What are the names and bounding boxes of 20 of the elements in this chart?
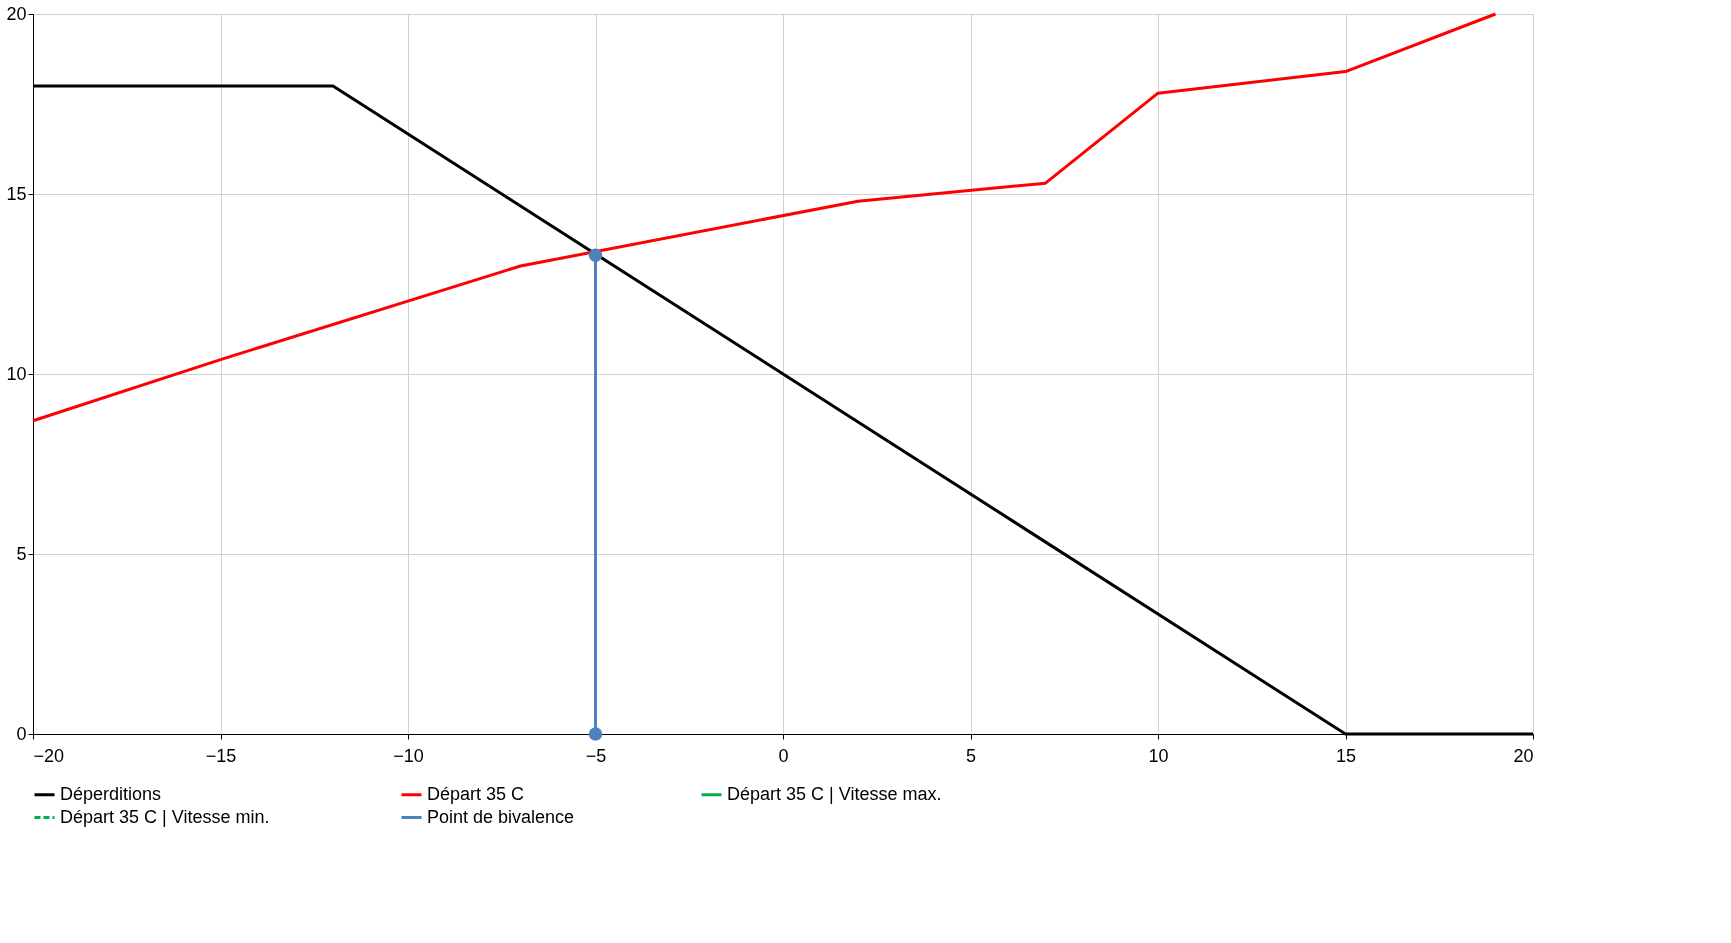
y-tick-label: 10 bbox=[6, 363, 27, 384]
legend-label: Départ 35 C | Vitesse min. bbox=[60, 806, 270, 827]
x-tick-label: −5 bbox=[585, 745, 607, 766]
legend-label: Point de bivalence bbox=[427, 806, 575, 827]
y-tick-label: 5 bbox=[16, 543, 27, 564]
x-tick-label: 10 bbox=[1148, 745, 1169, 766]
x-tick-label: −15 bbox=[205, 745, 237, 766]
x-tick-label: 20 bbox=[1513, 745, 1534, 766]
legend-label: Déperditions bbox=[60, 783, 162, 804]
legend-label: Départ 35 C bbox=[427, 783, 525, 804]
x-tick-label: 0 bbox=[778, 745, 789, 766]
x-tick-label: 15 bbox=[1335, 745, 1357, 766]
legend-label: Départ 35 C | Vitesse max. bbox=[727, 783, 942, 804]
y-tick-label: 0 bbox=[16, 723, 27, 744]
x-tick-label: −20 bbox=[33, 745, 65, 766]
y-tick-label: 20 bbox=[6, 3, 27, 24]
x-tick-label: −10 bbox=[393, 745, 424, 766]
y-tick-label: 15 bbox=[6, 183, 27, 204]
x-tick-label: 5 bbox=[965, 745, 977, 766]
line-series bbox=[31, 12, 1497, 423]
